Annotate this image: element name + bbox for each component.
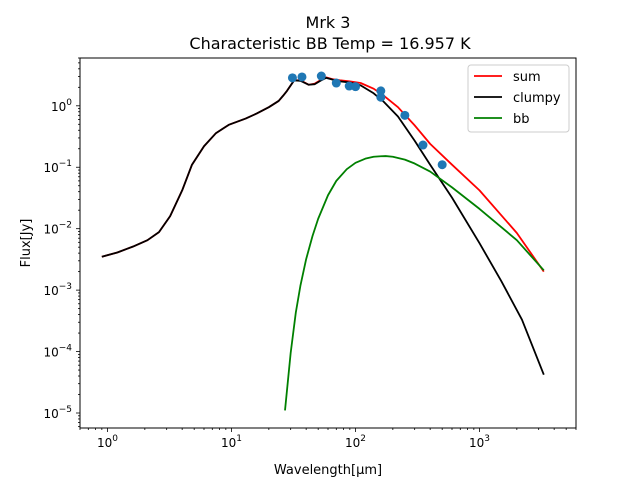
legend-box (467, 64, 570, 133)
y-tick-label: 10−2 (43, 221, 72, 237)
legend-label-bb: bb (513, 112, 530, 127)
x-axis-label: Wavelength[μm] (274, 463, 382, 478)
observation-point (297, 72, 307, 82)
x-tick-label: 103 (469, 434, 490, 450)
observation-points (287, 71, 447, 170)
x-axis: 100 101 102 103 (79, 428, 577, 450)
y-tick-label: 10−4 (43, 344, 72, 360)
legend-label-clumpy: clumpy (513, 91, 561, 106)
x-tick-label: 101 (221, 434, 242, 450)
y-axis: 10−5 10−4 10−3 10−2 10−1 100 (43, 57, 80, 428)
observation-point (351, 82, 361, 92)
y-tick-label: 100 (51, 98, 72, 114)
observation-point (418, 140, 428, 150)
chart-title: Mrk 3 (306, 13, 351, 32)
y-axis-label: Flux[Jy] (19, 219, 34, 268)
observation-point (331, 78, 341, 88)
y-tick-label: 10−5 (43, 405, 72, 421)
series-line-bb (284, 155, 545, 411)
y-tick-label: 10−3 (43, 282, 72, 298)
observation-point (376, 92, 386, 102)
observation-point (437, 160, 447, 170)
x-tick-label: 100 (97, 434, 118, 450)
legend: sum clumpy bb (467, 64, 570, 133)
observation-point (316, 71, 326, 81)
y-tick-label: 10−1 (43, 159, 72, 175)
observation-point (287, 73, 297, 83)
legend-label-sum: sum (513, 70, 541, 85)
x-tick-label: 102 (345, 434, 366, 450)
chart-subtitle: Characteristic BB Temp = 16.957 K (189, 34, 471, 53)
observation-point (376, 86, 386, 96)
observation-point (400, 110, 410, 120)
